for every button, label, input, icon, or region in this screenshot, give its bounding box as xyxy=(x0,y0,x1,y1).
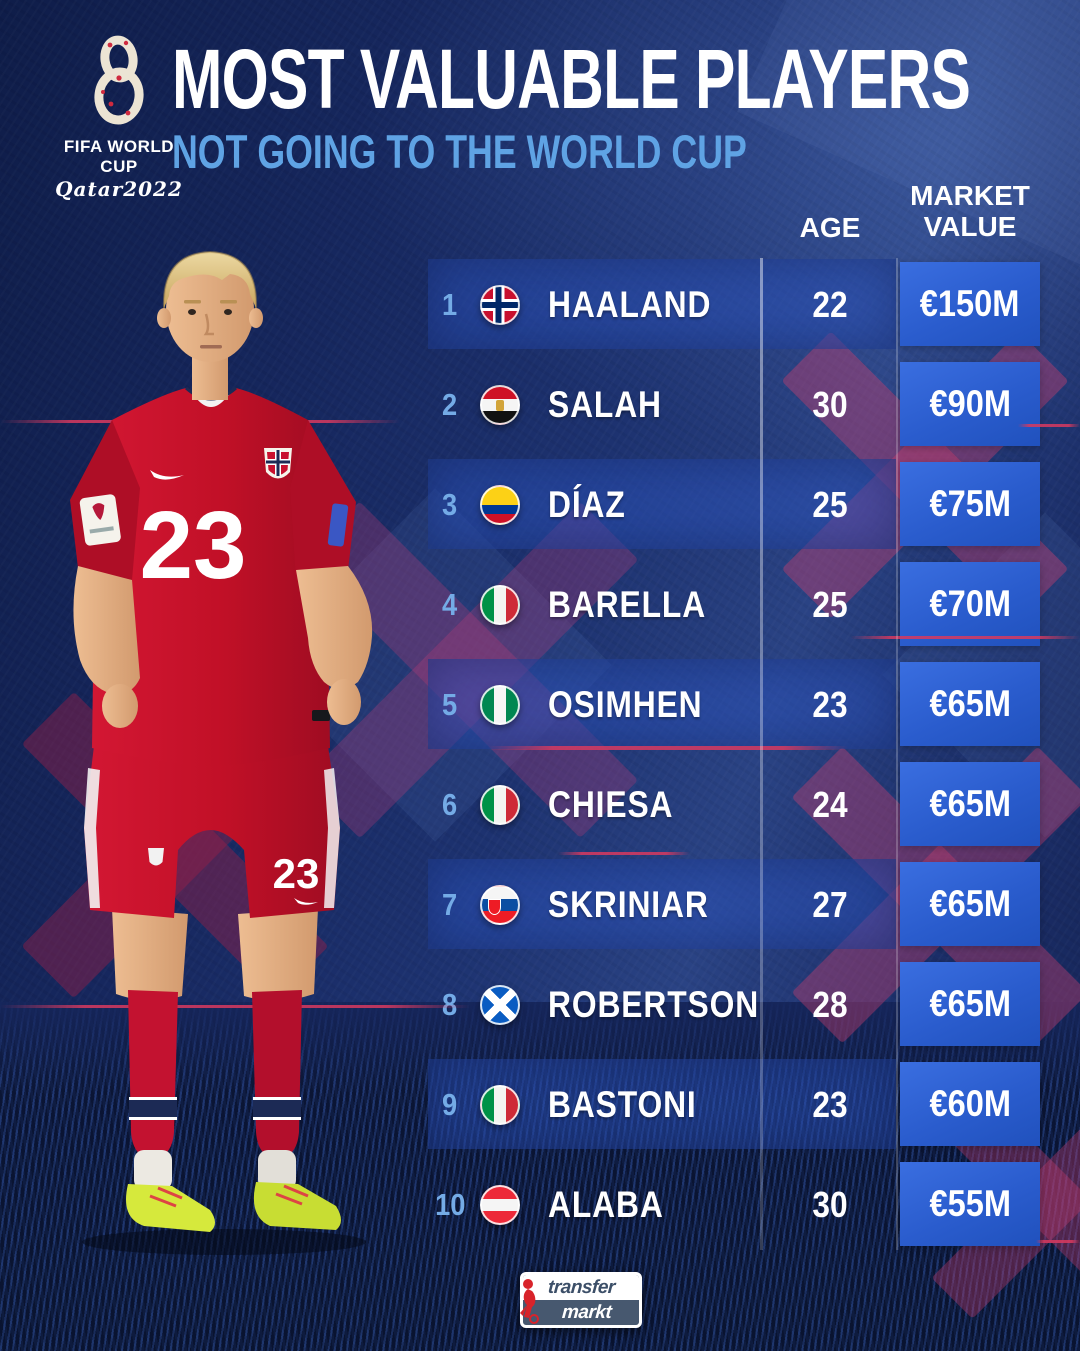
market-value-cell: €55M xyxy=(900,1162,1040,1246)
table-row: 4 BARELLA 25 €70M xyxy=(0,555,1080,655)
rank-label: 6 xyxy=(442,787,458,822)
player-name: BASTONI xyxy=(548,1084,697,1125)
flag-icon xyxy=(480,485,520,525)
player-name: SALAH xyxy=(548,384,662,425)
age-value: 23 xyxy=(812,684,848,725)
rank-label: 9 xyxy=(442,1087,458,1122)
rank-label: 8 xyxy=(442,987,458,1022)
market-value-cell: €75M xyxy=(900,462,1040,546)
market-value-cell: €65M xyxy=(900,662,1040,746)
rank-label: 4 xyxy=(442,587,458,622)
market-value-cell: €150M xyxy=(900,262,1040,346)
player-name: ALABA xyxy=(548,1184,664,1225)
flag-icon xyxy=(480,1185,520,1225)
table-row: 1 HAALAND 22 €150M xyxy=(0,255,1080,355)
flag-icon xyxy=(480,785,520,825)
transfermarkt-logo: transfer markt xyxy=(520,1272,642,1328)
market-value-cell: €70M xyxy=(900,562,1040,646)
market-value-cell: €65M xyxy=(900,762,1040,846)
player-name: OSIMHEN xyxy=(548,684,703,725)
table-row: 6 CHIESA 24 €65M xyxy=(0,755,1080,855)
table-row: 8 ROBERTSON 28 €65M xyxy=(0,955,1080,1055)
age-value: 23 xyxy=(812,1084,848,1125)
age-value: 30 xyxy=(812,1184,848,1225)
page-subtitle: NOT GOING TO THE WORLD CUP xyxy=(172,125,747,178)
transfermarkt-wordmark-top: transfer xyxy=(546,1276,616,1298)
player-name: DÍAZ xyxy=(548,484,626,525)
player-name: ROBERTSON xyxy=(548,984,760,1025)
table-row: 3 DÍAZ 25 €75M xyxy=(0,455,1080,555)
table-row: 5 OSIMHEN 23 €65M xyxy=(0,655,1080,755)
transfermarkt-wordmark-bottom: markt xyxy=(561,1301,613,1323)
rank-label: 7 xyxy=(442,887,458,922)
age-value: 24 xyxy=(812,784,848,825)
rank-label: 3 xyxy=(442,487,458,522)
market-value-cell: €90M xyxy=(900,362,1040,446)
flag-icon xyxy=(480,985,520,1025)
flag-icon xyxy=(480,385,520,425)
age-value: 22 xyxy=(812,284,848,325)
fifa-world-cup-logo: FIFA WORLD CUP Qatar2022 xyxy=(44,34,194,201)
age-value: 28 xyxy=(812,984,848,1025)
age-value: 25 xyxy=(812,584,848,625)
age-value: 30 xyxy=(812,384,848,425)
player-name: CHIESA xyxy=(548,784,674,825)
age-value: 25 xyxy=(812,484,848,525)
player-table: 1 HAALAND 22 €150M 2 SALAH 30 €90M 3 DÍA… xyxy=(0,255,1080,1255)
page-title: MOST VALUABLE PLAYERS xyxy=(172,32,971,126)
rank-label: 10 xyxy=(434,1187,466,1222)
table-row: 9 BASTONI 23 €60M xyxy=(0,1055,1080,1155)
column-header-age: AGE xyxy=(799,212,861,243)
rank-label: 2 xyxy=(442,387,458,422)
player-name: HAALAND xyxy=(548,284,712,325)
table-row: 2 SALAH 30 €90M xyxy=(0,355,1080,455)
transfermarkt-player-icon xyxy=(520,1279,539,1324)
market-value-cell: €60M xyxy=(900,1062,1040,1146)
flag-icon xyxy=(480,585,520,625)
player-name: BARELLA xyxy=(548,584,707,625)
flag-icon xyxy=(480,285,520,325)
market-value-cell: €65M xyxy=(900,962,1040,1046)
column-header-market-value: MARKET VALUE xyxy=(898,180,1042,242)
qatar-2022-emblem-icon xyxy=(94,35,144,125)
flag-icon xyxy=(480,685,520,725)
value-header-line: VALUE xyxy=(923,211,1017,242)
fifa-world-cup-text: FIFA WORLD CUP xyxy=(63,137,175,176)
rank-label: 1 xyxy=(442,287,458,322)
table-row: 10 ALABA 30 €55M xyxy=(0,1155,1080,1255)
age-value: 27 xyxy=(812,884,848,925)
flag-icon xyxy=(480,885,520,925)
table-row: 7 SKRINIAR 27 €65M xyxy=(0,855,1080,955)
market-value-cell: €65M xyxy=(900,862,1040,946)
player-name: SKRINIAR xyxy=(548,884,709,925)
rank-label: 5 xyxy=(442,687,458,722)
flag-icon xyxy=(480,1085,520,1125)
transfermarkt-box: transfer markt xyxy=(520,1272,642,1328)
qatar-2022-text: Qatar2022 xyxy=(55,177,183,201)
market-header-line: MARKET xyxy=(910,180,1030,211)
